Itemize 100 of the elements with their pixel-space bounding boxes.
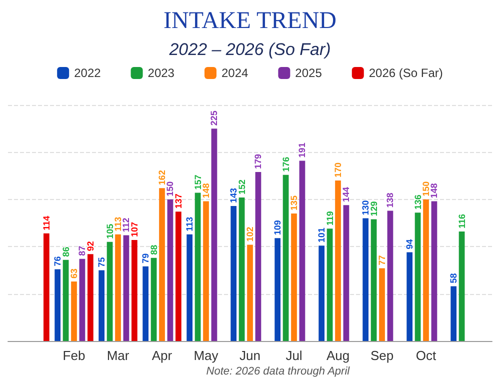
bar: [274, 238, 281, 341]
data-label: 77: [377, 255, 387, 266]
bar: [175, 212, 182, 341]
data-label: 114: [41, 216, 52, 230]
data-label: 88: [148, 244, 159, 255]
data-label: 150: [165, 181, 176, 196]
bar: [318, 246, 325, 341]
legend-label: 2022: [74, 66, 102, 80]
data-label: 170: [333, 162, 343, 178]
bar: [431, 201, 438, 341]
bar: [142, 266, 149, 341]
data-label: 191: [297, 142, 308, 158]
data-label: 92: [85, 241, 96, 252]
data-label: 58: [448, 273, 459, 284]
data-label: 136: [412, 194, 423, 210]
data-label: 119: [324, 211, 335, 226]
x-tick-label: Jul: [286, 348, 302, 363]
data-label: 63: [69, 268, 79, 279]
bar: [450, 286, 457, 341]
bar: [291, 214, 297, 341]
x-tick-label: Jun: [240, 348, 260, 363]
data-label: 76: [52, 256, 63, 266]
bar: [211, 128, 218, 341]
bar: [123, 235, 130, 341]
data-label: 148: [201, 183, 211, 198]
bar: [255, 172, 262, 341]
bar: [343, 205, 350, 341]
data-label: 129: [368, 201, 379, 216]
data-label: 150: [421, 181, 431, 196]
bar: [167, 199, 174, 341]
data-label: 137: [173, 194, 184, 209]
data-label: 144: [341, 187, 352, 202]
x-tick-label: Apr: [152, 348, 173, 363]
bar: [54, 269, 61, 341]
bar: [458, 231, 465, 341]
data-label: 162: [157, 170, 167, 186]
bar: [326, 228, 333, 341]
bar: [406, 252, 413, 341]
chart-subtitle: 2022 – 2026 (So Far): [168, 40, 331, 59]
data-label: 94: [404, 239, 415, 250]
bar: [98, 270, 105, 341]
data-label: 107: [129, 222, 140, 237]
bar: [71, 282, 77, 341]
bar: [131, 240, 138, 341]
bar: [62, 260, 69, 341]
data-label: 113: [184, 216, 195, 232]
data-label: 130: [360, 200, 371, 216]
x-tick-label: Sep: [370, 348, 394, 363]
bar: [159, 188, 165, 341]
legend-label: 2025: [295, 66, 322, 80]
bar: [423, 199, 429, 341]
data-label: 105: [104, 224, 115, 239]
data-label: 225: [209, 110, 220, 126]
bar: [203, 201, 209, 341]
bar: [87, 254, 94, 341]
data-label: 101: [316, 228, 327, 243]
bar: [362, 218, 369, 341]
x-tick-label: Feb: [62, 348, 86, 363]
bar: [238, 198, 245, 341]
data-label: 157: [192, 174, 203, 190]
data-label: 135: [289, 196, 299, 211]
legend-label: 2023: [148, 66, 175, 80]
data-label: 148: [429, 183, 440, 198]
data-label: 112: [121, 218, 132, 232]
bar: [186, 234, 193, 341]
data-label: 113: [113, 216, 123, 232]
chart-title: INTAKE TREND: [164, 8, 336, 34]
data-label: 109: [272, 220, 283, 236]
bar: [282, 174, 289, 341]
data-label: 79: [140, 253, 151, 264]
bar: [106, 242, 113, 341]
bar: [247, 244, 253, 341]
bar: [299, 160, 306, 341]
bar: [43, 233, 50, 341]
data-label: 86: [60, 246, 71, 257]
data-label: 138: [385, 192, 396, 208]
bar: [414, 212, 421, 341]
legend-label: 2024: [221, 66, 249, 80]
data-label: 75: [96, 257, 107, 268]
bar: [335, 180, 341, 341]
x-tick-label: Mar: [106, 348, 130, 363]
bar: [230, 206, 237, 341]
bar: [387, 210, 394, 341]
bar: [194, 192, 201, 341]
data-label: 116: [456, 214, 467, 228]
bar: [79, 258, 86, 341]
text: Note: 2026 data through April: [206, 366, 350, 378]
x-tick-label: May: [194, 348, 219, 363]
data-label: 143: [228, 188, 239, 204]
legend-label: 2026 (So Far): [368, 66, 443, 80]
data-label: 102: [245, 226, 255, 242]
bar: [115, 234, 121, 341]
data-label: 152: [236, 179, 247, 195]
data-label: 87: [77, 246, 88, 256]
x-tick-label: Oct: [416, 348, 436, 363]
bar: [150, 258, 157, 341]
bar: [379, 268, 385, 341]
x-tick-label: Aug: [326, 348, 350, 363]
data-label: 179: [253, 154, 264, 170]
data-label: 176: [280, 156, 291, 172]
